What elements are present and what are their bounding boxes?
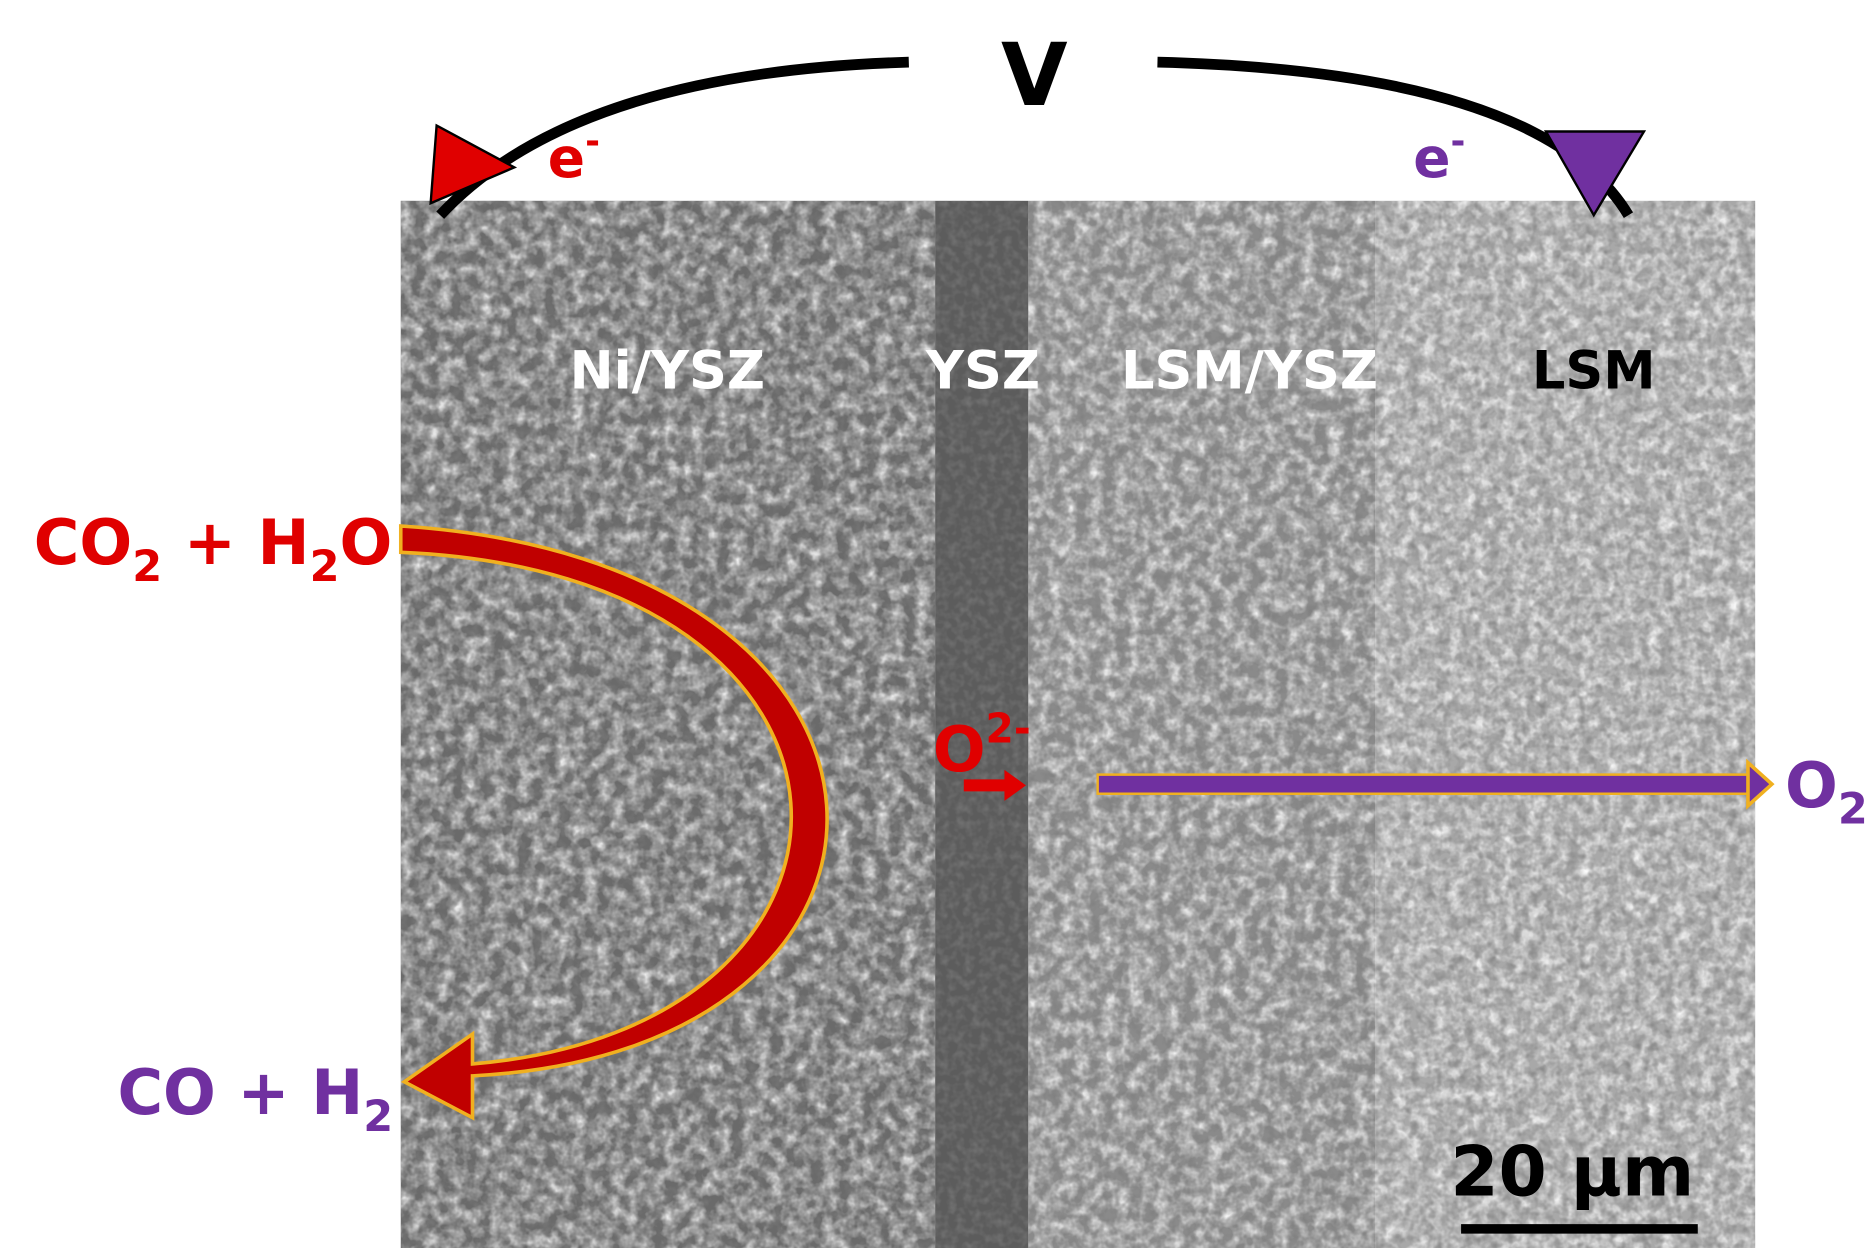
inlet-label: CO2 + H2O (34, 506, 393, 592)
electron-label: e- (548, 121, 600, 190)
text: e (1413, 126, 1450, 190)
layer-label: YSZ (925, 341, 1040, 402)
text: + H (162, 506, 309, 579)
outlet-label: CO + H2 (117, 1056, 393, 1142)
circuit-wire (440, 62, 909, 215)
layer-label: Ni/YSZ (570, 341, 765, 402)
diagram: V e- e- Ni/YSZ YSZ LSM/YSZ LSM CO2 + H2O… (0, 0, 1875, 1248)
scale-bar-label: 20 μm (1450, 1132, 1694, 1212)
layer-label: LSM (1532, 341, 1656, 402)
text: CO (34, 506, 132, 579)
text: 2 (363, 1092, 393, 1142)
text: O (933, 713, 986, 786)
arrow-head (1748, 763, 1772, 806)
text: 2 (310, 542, 340, 592)
text: - (1451, 121, 1466, 162)
text: O (1785, 749, 1838, 822)
page: V e- e- Ni/YSZ YSZ LSM/YSZ LSM CO2 + H2O… (0, 0, 1875, 1248)
text: 2 (1838, 785, 1868, 835)
text: 2 (132, 542, 162, 592)
text: 2- (986, 704, 1031, 752)
voltage-label: V (1001, 26, 1068, 126)
text: CO + H (117, 1056, 363, 1129)
layer-label: LSM/YSZ (1121, 341, 1378, 402)
text: e (548, 126, 585, 190)
text: - (585, 121, 600, 162)
oxygen-label: O2 (1785, 749, 1868, 835)
electron-label: e- (1413, 121, 1465, 190)
text: O (340, 506, 393, 579)
